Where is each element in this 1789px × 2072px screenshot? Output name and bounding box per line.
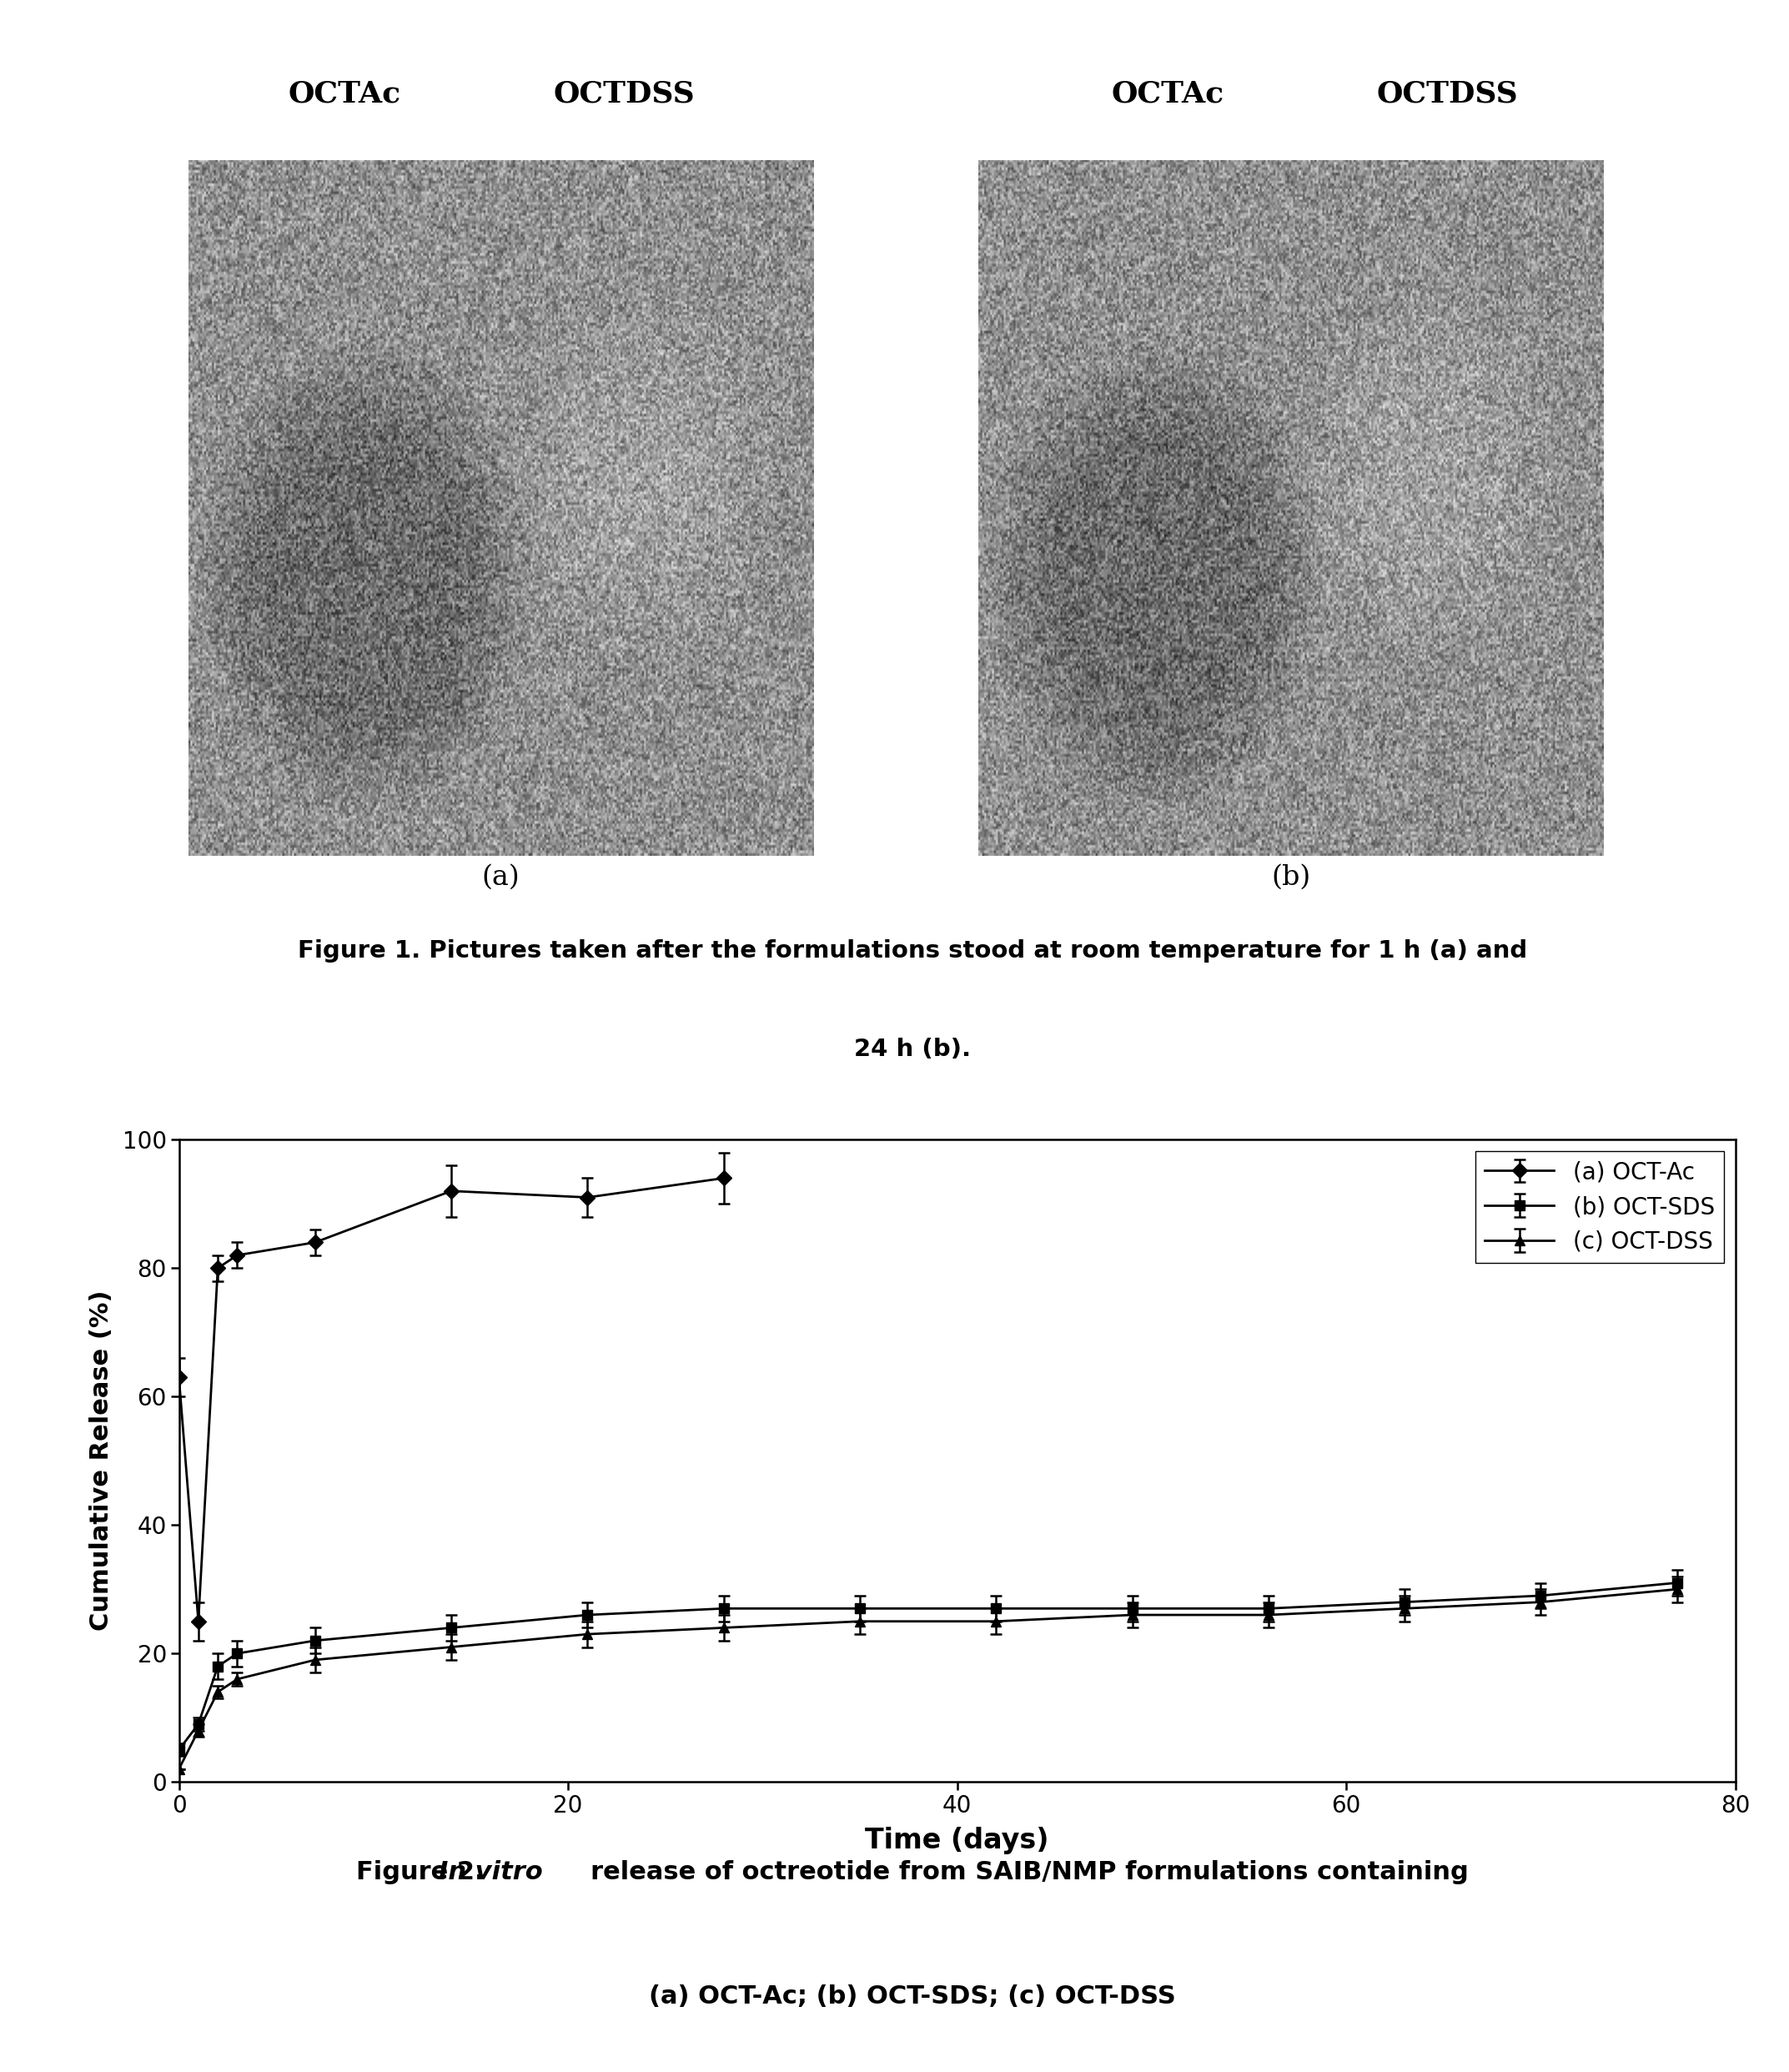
Text: (b): (b): [1272, 864, 1311, 891]
Text: (a): (a): [481, 864, 521, 891]
Text: 24 h (b).: 24 h (b).: [853, 1038, 971, 1061]
Text: Figure 1. Pictures taken after the formulations stood at room temperature for 1 : Figure 1. Pictures taken after the formu…: [297, 939, 1528, 961]
X-axis label: Time (days): Time (days): [866, 1828, 1048, 1854]
Y-axis label: Cumulative Release (%): Cumulative Release (%): [89, 1291, 113, 1631]
Text: OCTAc: OCTAc: [288, 79, 401, 108]
Text: Figure 2.            release of octreotide from SAIB/NMP formulations containing: Figure 2. release of octreotide from SAI…: [356, 1861, 1469, 1883]
Text: OCTDSS: OCTDSS: [553, 79, 696, 108]
Text: In vitro: In vitro: [438, 1861, 542, 1883]
Legend: (a) OCT-Ac, (b) OCT-SDS, (c) OCT-DSS: (a) OCT-Ac, (b) OCT-SDS, (c) OCT-DSS: [1476, 1152, 1725, 1264]
Text: OCTAc: OCTAc: [1111, 79, 1224, 108]
Text: (a) OCT-Ac; (b) OCT-SDS; (c) OCT-DSS: (a) OCT-Ac; (b) OCT-SDS; (c) OCT-DSS: [649, 1985, 1175, 2008]
Text: OCTDSS: OCTDSS: [1376, 79, 1519, 108]
Text: Figure 2. In vitro release of octreotide from SAIB/NMP formulations containing: Figure 2. In vitro release of octreotide…: [349, 1861, 1476, 1883]
